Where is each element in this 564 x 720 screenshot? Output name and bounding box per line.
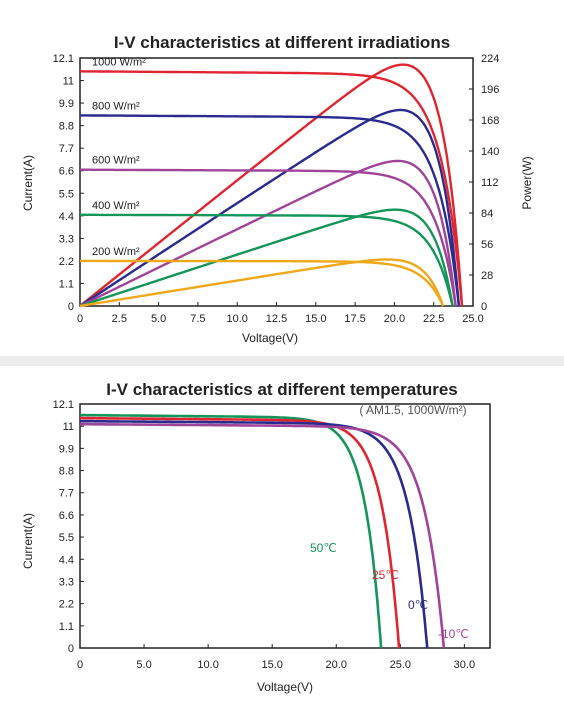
power-curve [79, 208, 454, 308]
y-tick-label: 3.3 [59, 576, 74, 588]
iv-curve [80, 213, 454, 307]
y-tick-label: 8.8 [59, 466, 74, 478]
y-tick-label: 8.8 [59, 121, 74, 133]
y-tick-label: 5.5 [59, 532, 74, 544]
y-tick-label: 5.5 [59, 188, 74, 200]
plot-frame [79, 403, 491, 649]
y-tick-label: 3.3 [59, 233, 74, 245]
y-tick-label: 11 [63, 421, 74, 433]
power-curve [79, 258, 445, 308]
y2-tick-label: 112 [481, 177, 499, 189]
iv-curve [80, 419, 429, 649]
y2-tick-label: 84 [481, 208, 493, 220]
y-axis-label: Current(A) [21, 155, 35, 211]
y-tick-label: 1.1 [59, 621, 74, 633]
x-tick-label: 30.0 [454, 659, 475, 671]
x-tick-label: 5.0 [136, 659, 151, 671]
x-tick-label: 0 [77, 313, 83, 325]
y-tick-label: 7.7 [59, 143, 74, 155]
y2-tick-label: 140 [481, 146, 499, 158]
x-tick-label: 10.0 [226, 313, 247, 325]
y-tick-label: 0 [68, 643, 74, 655]
y-tick-label: 1.1 [59, 278, 74, 290]
x-tick-label: 5.0 [151, 313, 166, 325]
y-tick-label: 6.6 [59, 510, 74, 522]
y-tick-label: 4.4 [59, 211, 74, 223]
series-label: 400 W/m² [92, 200, 140, 212]
y2-axis-label: Power(W) [520, 156, 534, 209]
y2-tick-label: 0 [481, 301, 487, 313]
power-curve [79, 108, 461, 308]
y-tick-label: 7.7 [59, 488, 74, 500]
y2-tick-label: 196 [481, 84, 499, 96]
x-tick-label: 22.5 [423, 313, 444, 325]
y-tick-label: 6.6 [59, 166, 74, 178]
panel-divider [0, 356, 564, 366]
series-label: 25℃ [372, 568, 399, 582]
y2-tick-label: 224 [481, 53, 499, 65]
series-label: -10℃ [438, 627, 469, 641]
x-tick-label: 7.5 [190, 313, 205, 325]
iv-curve [80, 413, 383, 649]
y2-tick-label: 28 [481, 270, 493, 282]
x-tick-label: 2.5 [112, 313, 127, 325]
x-tick-label: 0 [77, 659, 83, 671]
series-label: 50℃ [310, 541, 337, 555]
irradiation-chart: I-V characteristics at different irradia… [21, 33, 534, 345]
power-curve [79, 63, 464, 307]
series-label: 200 W/m² [92, 246, 140, 258]
irradiation-chart-panel: I-V characteristics at different irradia… [0, 0, 564, 356]
x-tick-label: 15.0 [305, 313, 326, 325]
iv-curve [80, 416, 401, 649]
y2-tick-label: 56 [481, 239, 493, 251]
series-label: 1000 W/m² [92, 56, 146, 68]
iv-curve [80, 422, 446, 649]
x-tick-label: 20.0 [384, 313, 405, 325]
x-tick-label: 10.0 [197, 659, 218, 671]
x-axis-label: Voltage(V) [242, 331, 298, 345]
chart-title: I-V characteristics at different tempera… [106, 380, 457, 399]
y-axis-label: Current(A) [21, 513, 35, 569]
temperature-chart-panel: I-V characteristics at different tempera… [0, 366, 564, 720]
chart-title: I-V characteristics at different irradia… [114, 33, 450, 52]
y2-tick-label: 168 [481, 115, 499, 127]
x-tick-label: 17.5 [344, 313, 365, 325]
y-tick-label: 9.9 [59, 98, 74, 110]
y-tick-label: 12.1 [53, 399, 74, 411]
y-tick-label: 11 [63, 76, 74, 88]
iv-curve [80, 259, 445, 307]
x-axis-label: Voltage(V) [257, 680, 313, 694]
series-label: 0℃ [408, 598, 428, 612]
y-tick-label: 0 [68, 301, 74, 313]
x-tick-label: 25.0 [462, 313, 483, 325]
y-tick-label: 2.2 [59, 599, 74, 611]
series-label: 800 W/m² [92, 100, 140, 112]
y-tick-label: 9.9 [59, 443, 74, 455]
x-tick-label: 12.5 [266, 313, 287, 325]
temperature-chart: I-V characteristics at different tempera… [21, 380, 491, 694]
iv-curve [80, 70, 464, 307]
y-tick-label: 12.1 [53, 53, 74, 65]
chart-subtitle: ( AM1.5, 1000W/m²) [359, 403, 466, 417]
series-label: 600 W/m² [92, 155, 140, 167]
iv-curve [80, 114, 461, 307]
plot-frame [79, 57, 474, 307]
x-tick-label: 20.0 [326, 659, 347, 671]
y-tick-label: 2.2 [59, 256, 74, 268]
y-tick-label: 4.4 [59, 554, 74, 566]
x-tick-label: 15.0 [261, 659, 282, 671]
iv-curve [80, 168, 457, 307]
x-tick-label: 25.0 [390, 659, 411, 671]
